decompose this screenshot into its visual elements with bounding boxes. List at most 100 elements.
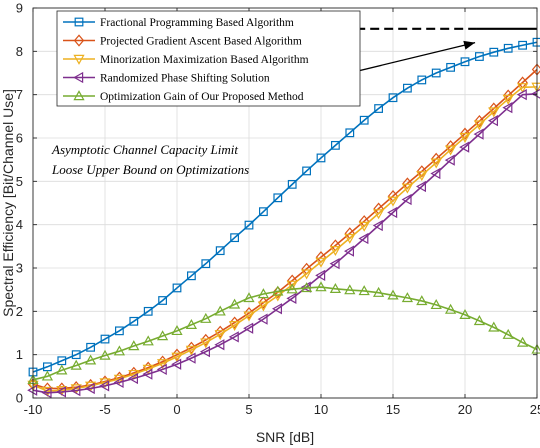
series-1-point-15 — [243, 306, 255, 320]
y-tick-label-9: 9 — [16, 1, 23, 16]
series-3-point-12 — [199, 346, 210, 358]
series-0-point-28 — [431, 68, 441, 78]
legend-entry-2: Minorization Maximization Based Algorith… — [63, 54, 309, 66]
series-1-point-29 — [445, 140, 456, 153]
series-3-point-18 — [286, 292, 297, 304]
series-1-point-16 — [258, 296, 269, 309]
series-4-point-8 — [142, 335, 154, 346]
legend-entry-3: Randomized Phase Shifting Solution — [63, 71, 270, 85]
legend-swatch-marker-1 — [73, 34, 85, 47]
legend-swatch-marker-4 — [73, 90, 85, 101]
series-2-point-32 — [488, 107, 500, 118]
series-0-point-3 — [71, 350, 81, 360]
series-0-point-10 — [172, 283, 182, 293]
series-1-point-32 — [488, 102, 499, 115]
series-2-point-29 — [444, 145, 457, 156]
series-0-point-20 — [316, 153, 326, 163]
legend-label-1: Projected Gradient Ascent Based Algorith… — [100, 36, 302, 48]
series-0-point-15 — [244, 220, 254, 230]
series-1-point-33 — [503, 89, 514, 102]
series-2-point-18 — [286, 280, 298, 291]
series-3-point-23 — [358, 232, 369, 245]
series-4-point-33 — [502, 328, 514, 339]
series-3-point-21 — [329, 258, 340, 270]
series-3-point-29 — [444, 154, 455, 166]
legend-label-2: Minorization Maximization Based Algorith… — [100, 54, 309, 66]
series-3-point-14 — [228, 331, 239, 343]
series-1-point-14 — [229, 316, 240, 329]
series-2-point-19 — [300, 269, 313, 280]
series-0-point-13 — [215, 246, 225, 256]
series-2-point-30 — [459, 132, 471, 143]
series-3-point-31 — [473, 128, 484, 140]
series-4-point-13 — [214, 305, 226, 316]
series-2-point-34 — [516, 83, 529, 94]
series-1-point-1 — [42, 382, 53, 395]
series-0-point-18 — [287, 179, 297, 189]
series-0-point-30 — [460, 57, 470, 67]
y-tick-label-0: 0 — [16, 391, 23, 406]
series-0-point-22 — [345, 128, 355, 138]
series-4-point-26 — [401, 292, 414, 303]
x-tick-label-0: -10 — [24, 402, 43, 417]
series-2-point-9 — [156, 359, 169, 370]
series-0-point-23 — [359, 115, 369, 125]
series-4-point-17 — [272, 285, 284, 296]
series-1-point-28 — [431, 152, 442, 165]
series-3-point-1 — [41, 387, 52, 399]
series-3-point-24 — [372, 219, 383, 232]
series-4-point-27 — [416, 295, 428, 306]
series-4-point-19 — [300, 282, 313, 293]
series-2-point-22 — [344, 233, 356, 244]
series-4-point-18 — [286, 283, 298, 294]
series-0-point-24 — [374, 104, 383, 113]
series-4-point-11 — [185, 318, 198, 329]
series-4-point-12 — [200, 312, 212, 323]
series-2-point-33 — [502, 94, 514, 105]
series-0-point-26 — [403, 83, 412, 93]
series-3-point-11 — [185, 352, 196, 364]
series-3-point-15 — [243, 322, 254, 334]
y-tick-label-8: 8 — [16, 44, 23, 59]
series-2-point-20 — [315, 257, 327, 268]
legend: Fractional Programming Based Algorithm Pr… — [56, 10, 361, 107]
series-3-point-20 — [315, 269, 326, 281]
series-3-point-13 — [214, 339, 225, 351]
tick-labels: -10 -5 0 5 10 15 20 25 0 1 2 3 4 5 6 7 8 9 — [16, 1, 540, 418]
series-2-point-27 — [416, 171, 428, 182]
series-4-point-4 — [84, 354, 97, 365]
series-3-point-2 — [55, 386, 67, 398]
series-3-point-9 — [156, 363, 167, 376]
series-0-point-33 — [503, 43, 513, 53]
x-tick-label-5: 15 — [386, 402, 400, 417]
series-4-point-7 — [128, 340, 140, 351]
x-tick-label-2: 0 — [173, 402, 180, 417]
legend-label-4: Optimization Gain of Our Proposed Method — [100, 91, 304, 103]
series-4-point-15 — [243, 292, 255, 303]
series-0-point-6 — [114, 326, 124, 336]
series-0-point-9 — [158, 296, 168, 305]
series-3-point-25 — [387, 206, 398, 219]
series-1-point-27 — [416, 165, 427, 178]
legend-swatch-marker-2 — [73, 54, 85, 65]
x-tick-label-3: 5 — [245, 402, 252, 417]
legend-box — [56, 10, 361, 107]
y-axis-label: Spectral Efficiency [Bit/Channel Use] — [0, 89, 16, 317]
plot-frame — [32, 7, 538, 399]
series-3-point-6 — [113, 376, 124, 389]
x-tick-label-1: -5 — [99, 402, 111, 417]
series-3-point-10 — [171, 358, 182, 370]
series-2-point-16 — [257, 301, 270, 312]
series-4-point-6 — [113, 345, 126, 356]
series-2-point-15 — [243, 311, 255, 322]
series-3-point-0 — [27, 384, 38, 396]
series-line-3 — [32, 93, 538, 394]
series-3-point-17 — [271, 303, 282, 315]
annotation-arrow-head — [463, 40, 476, 50]
series-4-point-20 — [315, 281, 327, 292]
series-4-point-1 — [41, 370, 54, 381]
series-3-point-27 — [415, 180, 426, 193]
series-2-point-23 — [358, 221, 370, 232]
series-0-point-5 — [100, 334, 110, 344]
series-3-point-16 — [257, 313, 268, 325]
